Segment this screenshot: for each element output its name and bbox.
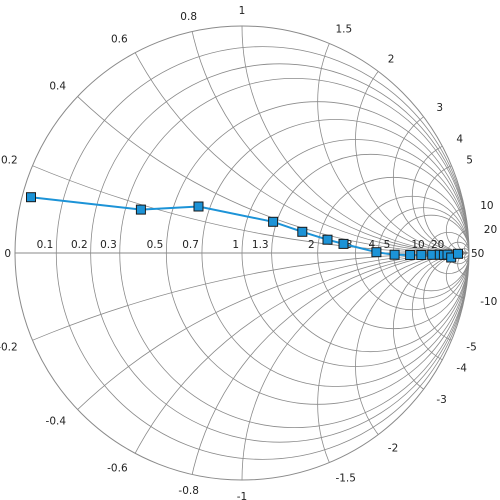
reactance-label--1.5: -1.5 — [335, 472, 356, 484]
series-0-point-9 — [405, 250, 416, 260]
data-series — [26, 192, 463, 263]
resistance-label-1: 1 — [232, 239, 239, 251]
reactance-label-5: 5 — [466, 155, 473, 167]
resistance-circle-r1.3 — [271, 153, 469, 353]
reactance-arc-x-1.5 — [317, 252, 469, 480]
reactance-label-2: 2 — [388, 54, 395, 66]
reactance-arc-x0.6 — [90, 26, 469, 254]
reactance-label-1.5: 1.5 — [335, 24, 352, 36]
resistance-label-5: 5 — [384, 239, 391, 251]
reactance-label--5: -5 — [466, 341, 476, 353]
reactance-arc-x-3 — [392, 252, 469, 405]
reactance-label-10: 10 — [480, 200, 493, 212]
resistance-label-2: 2 — [308, 239, 315, 251]
outer-boundary-circle — [14, 25, 470, 481]
reactance-label--0.2: -0.2 — [0, 341, 18, 353]
resistance-label-0.5: 0.5 — [147, 239, 164, 251]
series-0-point-4 — [297, 226, 308, 237]
reactance-arc-x1.5 — [317, 26, 469, 254]
reactance-arc-x5 — [423, 161, 469, 254]
reactance-label--2: -2 — [388, 442, 398, 454]
tick-labels: 00.1 0.2 0.3 0.5 0.7 1 1.3 2 3 4 5 10 20500.20.40.60… — [0, 5, 497, 500]
resistance-label-20: 20 — [431, 239, 444, 251]
reactance-label-1: 1 — [239, 5, 246, 17]
resistance-label-0.3: 0.3 — [100, 239, 117, 251]
reactance-label--3: -3 — [436, 394, 446, 406]
resistance-label-0.1: 0.1 — [37, 239, 54, 251]
reactance-arc-x2 — [355, 26, 469, 254]
series-0-point-1 — [135, 204, 146, 215]
reactance-arc-x3 — [392, 101, 469, 254]
reactance-label--0.6: -0.6 — [107, 462, 128, 474]
reactance-arc-x-2 — [355, 252, 469, 480]
series-0-point-10 — [416, 250, 427, 260]
reactance-label--4: -4 — [456, 362, 467, 374]
series-0-point-2 — [193, 201, 204, 212]
reactance-arc-x-0.8 — [184, 252, 469, 480]
reactance-label-0.6: 0.6 — [111, 34, 128, 46]
reactance-arc-x-4 — [411, 252, 469, 367]
series-0-point-0 — [26, 192, 36, 203]
resistance-label-10: 10 — [411, 239, 424, 251]
series-0-point-5 — [322, 234, 333, 245]
reactance-label-0.2: 0.2 — [1, 155, 18, 167]
series-0-point-16 — [453, 248, 463, 259]
reactance-label--10: -10 — [480, 296, 497, 308]
series-0-point-8 — [389, 249, 400, 260]
reactance-arc-x-5 — [423, 252, 469, 345]
series-0-point-7 — [371, 247, 382, 258]
reactance-arc-x4 — [411, 139, 469, 254]
reactance-label-20: 20 — [484, 224, 497, 236]
reactance-label-0.4: 0.4 — [49, 80, 66, 92]
resistance-circle-r0.3 — [119, 77, 469, 429]
resistance-label-0.7: 0.7 — [182, 239, 199, 251]
reactance-arc-x-1 — [241, 252, 469, 480]
reactance-label--1: -1 — [237, 491, 247, 500]
reactance-label-3: 3 — [436, 102, 443, 114]
resistance-circle-r0.7 — [201, 119, 469, 387]
resistance-label-0.2: 0.2 — [71, 239, 88, 251]
resistance-label-4: 4 — [369, 239, 376, 251]
resistance-label-1.3: 1.3 — [252, 239, 269, 251]
series-0-point-6 — [338, 238, 349, 249]
resistance-circle-r0.2 — [90, 63, 469, 443]
reactance-arc-x0.4 — [15, 26, 469, 254]
reactance-label--0.8: -0.8 — [178, 485, 199, 497]
reactance-label-0.8: 0.8 — [180, 11, 197, 23]
series-0-point-3 — [268, 216, 279, 227]
resistance-label-0: 0 — [4, 248, 11, 260]
reactance-label-4: 4 — [456, 134, 463, 146]
reactance-label--0.4: -0.4 — [46, 416, 67, 428]
resistance-label-50: 50 — [471, 248, 484, 260]
reactance-arc-x0.2 — [15, 26, 469, 254]
